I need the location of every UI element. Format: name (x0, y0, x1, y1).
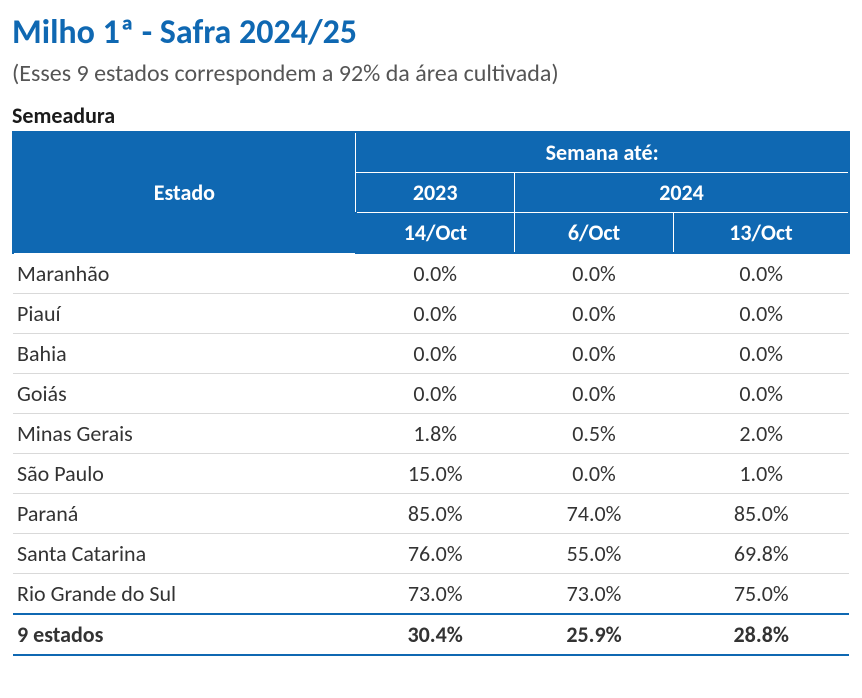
cell-value: 0.0% (515, 334, 674, 374)
cell-total-value: 30.4% (356, 614, 515, 655)
cell-value: 0.0% (356, 334, 515, 374)
cell-value: 1.8% (356, 414, 515, 454)
table-row: Goiás 0.0% 0.0% 0.0% (13, 374, 849, 414)
cell-value: 0.0% (356, 253, 515, 294)
th-year-2023: 2023 (356, 173, 515, 213)
cell-value: 0.0% (356, 294, 515, 334)
cell-value: 55.0% (515, 534, 674, 574)
cell-value: 0.0% (673, 294, 849, 334)
table-total-row: 9 estados 30.4% 25.9% 28.8% (13, 614, 849, 655)
th-date-2024b: 13/Oct (673, 213, 849, 254)
cell-value: 0.0% (515, 454, 674, 494)
table-body: Maranhão 0.0% 0.0% 0.0% Piauí 0.0% 0.0% … (13, 253, 849, 655)
cell-value: 1.0% (673, 454, 849, 494)
cell-value: 74.0% (515, 494, 674, 534)
table-row: Paraná 85.0% 74.0% 85.0% (13, 494, 849, 534)
cell-value: 0.0% (356, 374, 515, 414)
table-row: Maranhão 0.0% 0.0% 0.0% (13, 253, 849, 294)
cell-value: 0.0% (515, 374, 674, 414)
cell-total-value: 28.8% (673, 614, 849, 655)
cell-state: Minas Gerais (13, 414, 356, 454)
table-row: Rio Grande do Sul 73.0% 73.0% 75.0% (13, 574, 849, 615)
table-row: Bahia 0.0% 0.0% 0.0% (13, 334, 849, 374)
cell-state: Rio Grande do Sul (13, 574, 356, 615)
th-date-2023: 14/Oct (356, 213, 515, 254)
table-header: Estado Semana até: 2023 2024 14/Oct 6/Oc… (13, 132, 849, 253)
cell-value: 0.0% (673, 374, 849, 414)
cell-state: Santa Catarina (13, 534, 356, 574)
table-row: Piauí 0.0% 0.0% 0.0% (13, 294, 849, 334)
cell-value: 76.0% (356, 534, 515, 574)
cell-value: 75.0% (673, 574, 849, 615)
cell-value: 0.5% (515, 414, 674, 454)
cell-state: Maranhão (13, 253, 356, 294)
th-date-2024a: 6/Oct (515, 213, 674, 254)
cell-value: 0.0% (515, 253, 674, 294)
table-row: Minas Gerais 1.8% 0.5% 2.0% (13, 414, 849, 454)
th-year-2024: 2024 (515, 173, 849, 213)
cell-total-label: 9 estados (13, 614, 356, 655)
cell-state: São Paulo (13, 454, 356, 494)
cell-value: 73.0% (515, 574, 674, 615)
cell-value: 2.0% (673, 414, 849, 454)
cell-total-value: 25.9% (515, 614, 674, 655)
table-row: Santa Catarina 76.0% 55.0% 69.8% (13, 534, 849, 574)
page-subtitle: (Esses 9 estados correspondem a 92% da á… (12, 59, 850, 88)
section-label: Semeadura (12, 102, 850, 129)
th-group: Semana até: (356, 132, 849, 173)
cell-state: Bahia (13, 334, 356, 374)
cell-value: 15.0% (356, 454, 515, 494)
cell-value: 0.0% (673, 253, 849, 294)
cell-value: 0.0% (673, 334, 849, 374)
cell-value: 0.0% (515, 294, 674, 334)
cell-value: 69.8% (673, 534, 849, 574)
cell-state: Piauí (13, 294, 356, 334)
cell-value: 73.0% (356, 574, 515, 615)
cell-state: Goiás (13, 374, 356, 414)
page-title: Milho 1ª - Safra 2024/25 (12, 12, 850, 53)
th-estado: Estado (13, 132, 356, 253)
sowing-table: Estado Semana até: 2023 2024 14/Oct 6/Oc… (12, 131, 850, 656)
table-row: São Paulo 15.0% 0.0% 1.0% (13, 454, 849, 494)
cell-state: Paraná (13, 494, 356, 534)
cell-value: 85.0% (673, 494, 849, 534)
cell-value: 85.0% (356, 494, 515, 534)
